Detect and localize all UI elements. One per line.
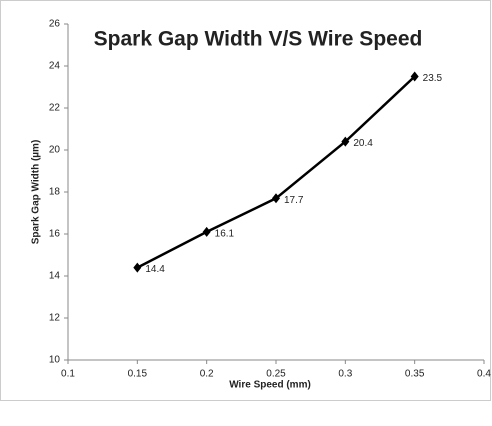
data-point [133,262,142,273]
y-tick-label: 22 [49,103,61,114]
y-tick-label: 18 [49,187,61,198]
x-tick-label: 0.2 [200,369,214,380]
x-tick-label: 0.25 [266,369,286,380]
y-tick-label: 12 [49,313,61,324]
y-tick-label: 10 [49,355,61,366]
y-tick-label: 26 [49,19,61,30]
y-tick-label: 20 [49,145,61,156]
data-point [410,71,419,82]
data-label: 16.1 [215,229,235,240]
data-label: 20.4 [353,138,373,149]
y-axis-label: Spark Gap Width (µm) [31,140,42,245]
y-tick-label: 24 [49,61,61,72]
data-label: 17.7 [284,195,304,206]
data-label: 23.5 [423,73,443,84]
data-line [136,75,416,269]
chart-frame [0,0,491,401]
x-axis-label: Wire Speed (mm) [229,380,311,391]
x-tick-label: 0.35 [405,369,425,380]
data-label: 14.4 [145,264,165,275]
y-tick-label: 16 [49,229,61,240]
x-tick-label: 0.4 [477,369,491,380]
x-tick-label: 0.3 [338,369,352,380]
x-tick-label: 0.1 [61,369,75,380]
data-point [202,226,211,237]
x-tick-label: 0.15 [128,369,148,380]
y-tick-label: 14 [49,271,61,282]
data-point [341,136,350,147]
data-point [272,193,280,204]
chart-title: Spark Gap Width V/S Wire Speed [94,28,423,51]
